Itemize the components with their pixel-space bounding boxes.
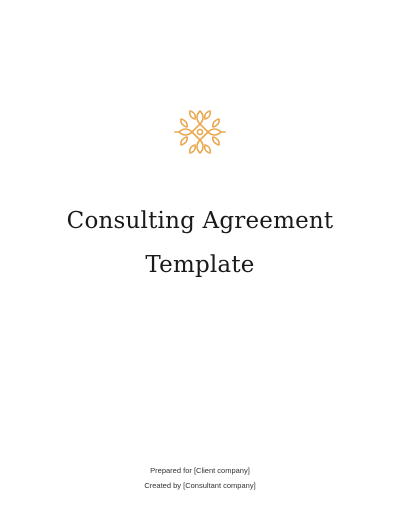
- prepared-for-text: Prepared for [Client company]: [150, 466, 250, 475]
- document-title-line1: Consulting Agreement: [66, 208, 334, 234]
- created-by-text: Created by [Consultant company]: [144, 481, 256, 490]
- ornament-icon: [174, 110, 226, 154]
- document-title-line2: Template: [145, 252, 255, 278]
